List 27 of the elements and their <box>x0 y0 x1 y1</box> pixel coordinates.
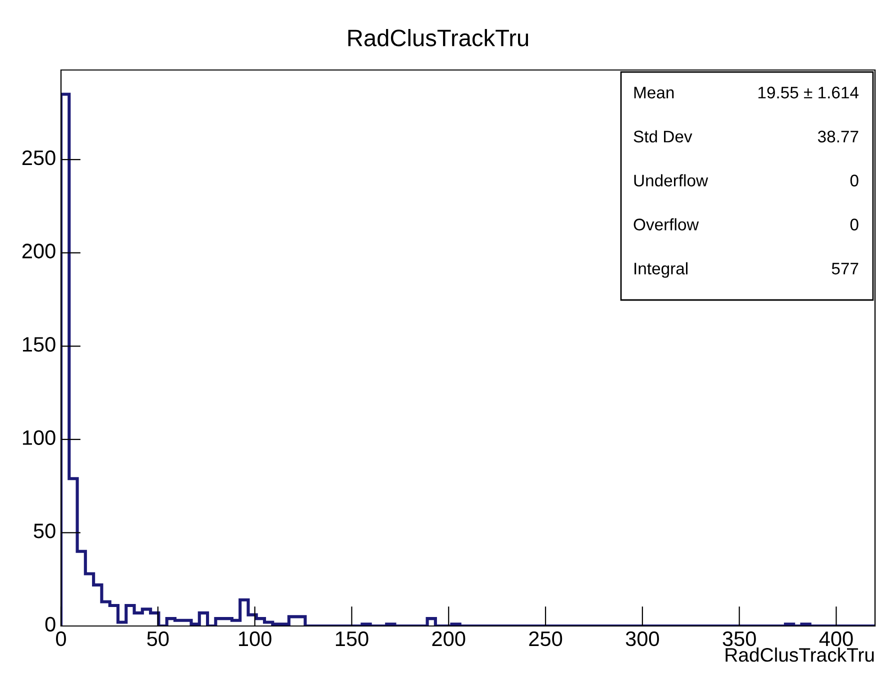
x-tick-label: 150 <box>336 631 368 646</box>
annotation: 38.77 <box>818 130 858 142</box>
annotation: Integral <box>634 262 688 278</box>
annotation: 0 <box>850 218 858 230</box>
y-tick-label: 250 <box>22 150 56 166</box>
x-tick-label: 0 <box>56 631 66 646</box>
annotation: 0 <box>850 174 858 186</box>
x-tick-label: 100 <box>239 631 272 646</box>
annotation: 577 <box>832 262 858 274</box>
y-tick-label: 150 <box>22 336 56 352</box>
y-tick-label: 0 <box>45 616 56 632</box>
y-tick-label: 50 <box>34 524 56 538</box>
x-tick-label: 250 <box>529 631 562 646</box>
x-tick-label: 200 <box>432 631 466 646</box>
x-tick-label: 50 <box>147 631 169 646</box>
chart-title: RadClusTrackTru <box>348 28 528 46</box>
annotation: Std Dev <box>634 130 692 142</box>
x-axis-title: RadClusTrackTru <box>726 648 874 662</box>
x-tick-label: 400 <box>819 631 853 646</box>
x-tick-label: 300 <box>626 631 659 646</box>
x-tick-label: 350 <box>722 631 756 646</box>
annotation: 19.55 ± 1.614 <box>758 86 859 98</box>
annotation: Mean <box>634 86 674 98</box>
y-tick-label: 100 <box>22 430 56 446</box>
annotation: Underflow <box>634 174 708 186</box>
y-tick-label: 200 <box>22 244 56 258</box>
annotation: Overflow <box>634 218 699 230</box>
